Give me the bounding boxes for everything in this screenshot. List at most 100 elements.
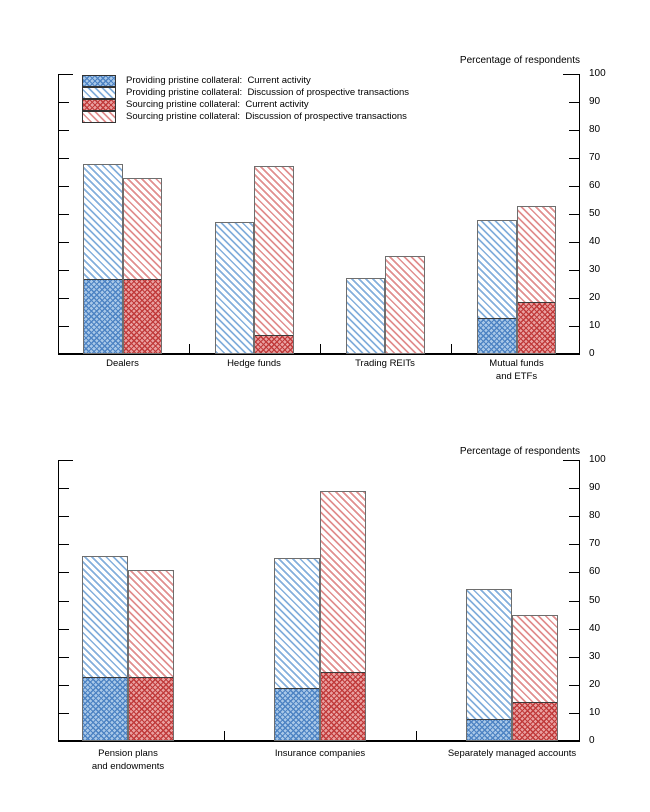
y-tick-label: 40: [589, 236, 601, 247]
y-tick-right: [569, 186, 580, 187]
y-tick-label: 30: [589, 650, 601, 662]
legend-item: Sourcing pristine collateral: Discussion…: [82, 111, 409, 123]
bar-providing-trading-reits: [345, 278, 385, 354]
category-label-line: Dealers: [106, 358, 139, 369]
y-tick-left: [58, 186, 69, 187]
category-label: Insurance companies: [240, 747, 400, 760]
category-label-line: and endowments: [91, 761, 165, 772]
y-tick-label: 0: [589, 348, 595, 359]
y-tick-left: [58, 685, 69, 686]
legend-item-label: Sourcing pristine collateral: Discussion…: [126, 111, 407, 122]
legend-swatch-red-crosshatch-icon: [82, 99, 116, 111]
category-label-line: Insurance companies: [274, 748, 366, 759]
segment-current-activity: [467, 719, 511, 740]
y-tick-label: 30: [589, 264, 601, 275]
y-tick-right: [569, 242, 580, 243]
segment-current-activity: [478, 318, 516, 353]
y-tick-left: [58, 214, 69, 215]
bar-providing-pension-plans-and-endowments: [82, 556, 128, 741]
y-tick-label: 10: [589, 706, 601, 718]
category-label-line: Trading REITs: [355, 358, 415, 369]
bottom-chart-title: Percentage of respondents: [459, 446, 580, 457]
category-label: Trading REITs: [305, 357, 465, 370]
bar-sourcing-insurance-companies: [320, 491, 366, 741]
category-separator-tick: [320, 344, 321, 353]
y-tick-label: 70: [589, 152, 601, 163]
bar-providing-hedge-funds: [214, 222, 254, 354]
legend-item-label: Providing pristine collateral: Current a…: [126, 75, 311, 86]
category-label-line: Hedge funds: [227, 358, 281, 369]
legend-swatch-blue-diagonal-icon: [82, 87, 116, 99]
y-tick-right: [569, 298, 580, 299]
y-tick-right: [569, 601, 580, 602]
y-tick-left: [58, 657, 69, 658]
y-tick-left: [58, 242, 69, 243]
axis-cap-top-right-icon: [563, 74, 580, 75]
y-tick-left: [58, 326, 69, 327]
y-tick-left: [58, 601, 69, 602]
y-tick-label: 60: [589, 180, 601, 191]
axis-cap-top-right-icon: [563, 460, 580, 461]
category-separator-tick: [224, 731, 225, 740]
segment-current-activity: [83, 677, 127, 740]
category-label: Mutual funds and ETFs: [437, 357, 597, 383]
segment-current-activity: [275, 688, 319, 740]
y-tick-right: [569, 488, 580, 489]
category-separator-tick: [415, 731, 417, 740]
category-label-line: Mutual funds: [489, 358, 544, 369]
legend-item: Providing pristine collateral: Discussio…: [82, 87, 409, 99]
y-tick-left: [58, 130, 69, 131]
y-tick-label: 80: [589, 510, 601, 522]
category-label-line: Separately managed accounts: [447, 748, 577, 759]
y-tick-label: 80: [589, 124, 601, 135]
legend-item-label: Sourcing pristine collateral: Current ac…: [126, 99, 309, 110]
y-axis-left-line: [58, 460, 59, 742]
y-tick-right: [569, 516, 580, 517]
y-tick-left: [58, 298, 69, 299]
legend-item-label: Providing pristine collateral: Discussio…: [126, 87, 410, 98]
category-label: Hedge funds: [174, 357, 334, 370]
bar-sourcing-hedge-funds: [254, 166, 294, 354]
legend-swatch-red-diagonal-icon: [82, 111, 116, 123]
segment-current-activity: [517, 302, 555, 353]
y-tick-right: [569, 657, 580, 658]
y-tick-label: 100: [589, 68, 606, 79]
y-tick-left: [58, 102, 69, 103]
y-tick-label: 40: [589, 622, 601, 634]
y-tick-left: [58, 270, 69, 271]
category-label: Dealers: [43, 357, 203, 370]
y-tick-right: [569, 130, 580, 131]
bar-providing-mutual-funds-and-etfs: [477, 220, 517, 354]
y-tick-left: [58, 544, 69, 545]
y-tick-label: 50: [589, 208, 601, 219]
segment-current-activity: [123, 279, 161, 353]
y-tick-right: [569, 214, 580, 215]
y-axis-right-line: [579, 74, 580, 355]
y-tick-label: 60: [589, 566, 601, 578]
y-tick-label: 90: [589, 482, 601, 494]
y-tick-right: [569, 270, 580, 271]
top-chart-title: Percentage of respondents: [459, 55, 580, 66]
y-tick-label: 20: [589, 678, 601, 690]
y-tick-right: [569, 685, 580, 686]
legend: Providing pristine collateral: Current a…: [82, 75, 409, 123]
segment-current-activity: [255, 335, 293, 353]
segment-current-activity: [321, 672, 365, 740]
y-tick-left: [58, 516, 69, 517]
segment-current-activity: [84, 279, 122, 353]
bar-sourcing-separately-managed-accounts: [512, 615, 558, 741]
bar-providing-separately-managed-accounts: [466, 589, 512, 741]
bar-providing-insurance-companies: [274, 558, 320, 741]
bar-sourcing-trading-reits: [385, 256, 425, 354]
y-tick-label: 20: [589, 292, 601, 303]
y-tick-left: [58, 629, 69, 630]
y-tick-right: [569, 102, 580, 103]
y-tick-right: [569, 326, 580, 327]
y-tick-left: [58, 488, 69, 489]
y-tick-label: 10: [589, 320, 601, 331]
y-tick-label: 70: [589, 538, 601, 550]
legend-item: Providing pristine collateral: Current a…: [82, 75, 409, 87]
